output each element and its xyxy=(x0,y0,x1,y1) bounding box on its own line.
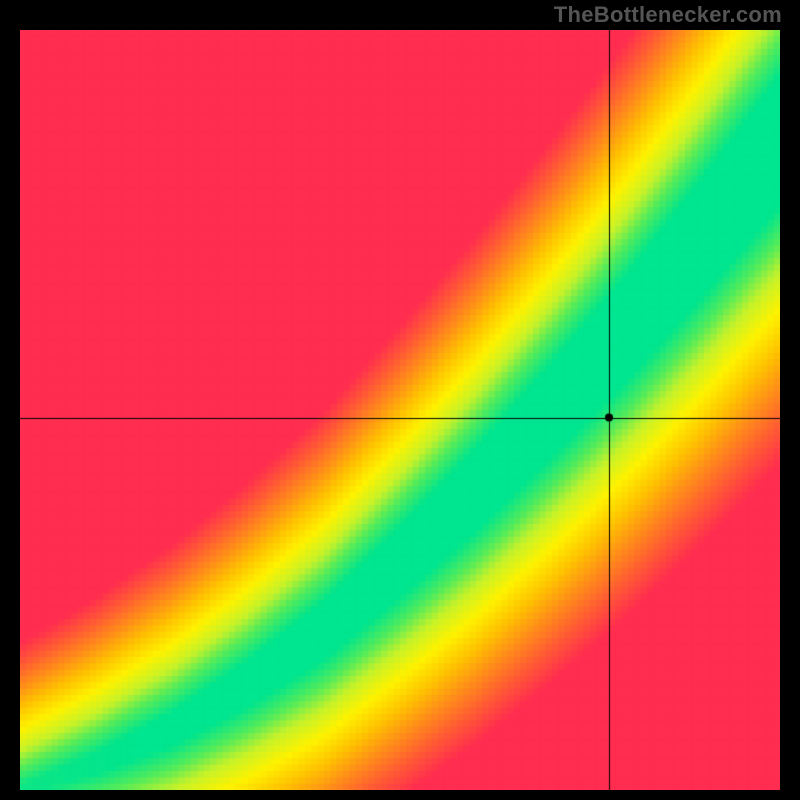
figure-container: TheBottlenecker.com xyxy=(0,0,800,800)
crosshair-overlay xyxy=(20,30,780,790)
attribution-text: TheBottlenecker.com xyxy=(554,2,782,28)
